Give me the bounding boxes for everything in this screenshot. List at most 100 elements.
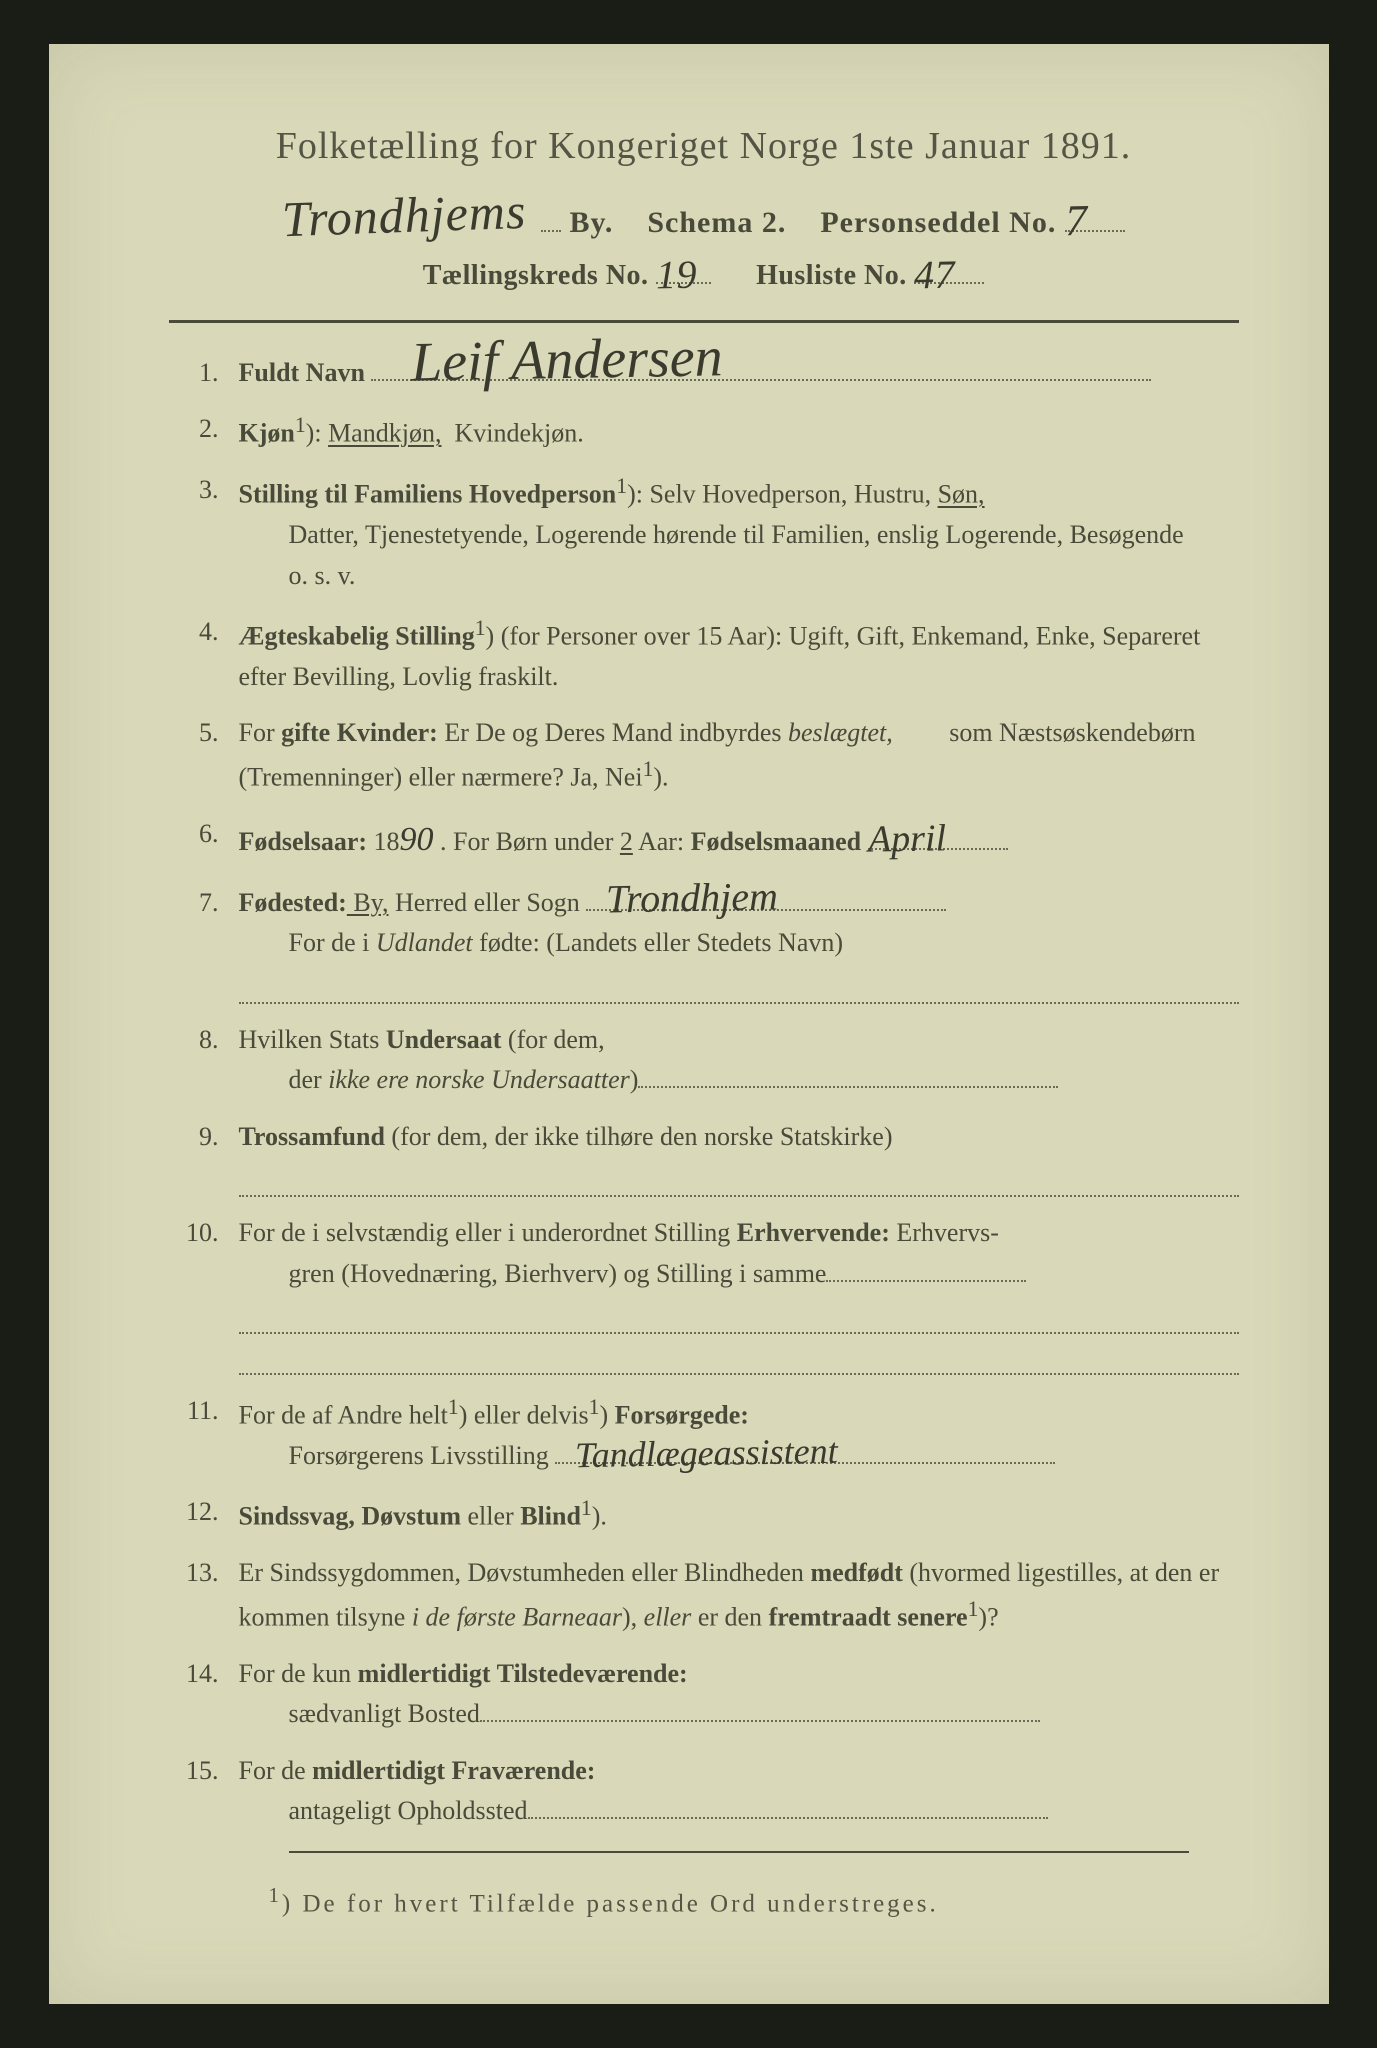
header-line-3: Tællingskreds No. 19 Husliste No. 47: [169, 260, 1239, 292]
item-14-num: 14.: [169, 1654, 239, 1735]
fodselsmaaned: Fødselsmaaned: [691, 827, 861, 856]
i7-line2: For de i Udlandet fødte: (Landets eller …: [239, 923, 1239, 963]
i13-l1a: Er Sindssygdommen, Døvstumheden eller Bl…: [239, 1558, 811, 1587]
i12-end: ).: [592, 1502, 607, 1531]
item3-after: ): Selv Hovedperson, Hustru,: [627, 480, 938, 509]
item-4-num: 4.: [169, 612, 239, 697]
personseddel-label: Personseddel No.: [820, 206, 1056, 239]
sup-3: 1: [616, 474, 627, 498]
item-6: 6. Fødselsaar: 1890 . For Børn under 2 A…: [169, 814, 1239, 867]
month-hand: April: [867, 809, 946, 869]
kreds-no-field: 19: [656, 260, 711, 292]
item-13-body: Er Sindssygdommen, Døvstumheden eller Bl…: [239, 1553, 1239, 1638]
item-8-body: Hvilken Stats Undersaat (for dem, der ik…: [239, 1020, 1239, 1101]
item-11-num: 11.: [169, 1391, 239, 1476]
item-10-num: 10.: [169, 1213, 239, 1374]
fuldt-navn-label: Fuldt Navn: [239, 358, 365, 387]
place-hand: Trondhjem: [606, 866, 779, 931]
item-5-num: 5.: [169, 713, 239, 798]
i14-line2: sædvanligt Bosted: [239, 1694, 1239, 1734]
i8-l1b: (for dem,: [501, 1025, 604, 1054]
item-12-num: 12.: [169, 1492, 239, 1537]
item-14-body: For de kun midlertidigt Tilstedeværende:…: [239, 1654, 1239, 1735]
main-title: Folketælling for Kongeriget Norge 1ste J…: [169, 124, 1239, 168]
item-8-num: 8.: [169, 1020, 239, 1101]
footer-rule: [289, 1851, 1189, 1853]
i7-blank: [239, 968, 1239, 1004]
husliste-no-hand: 47: [914, 251, 956, 299]
item-3: 3. Stilling til Familiens Hovedperson1):…: [169, 470, 1239, 596]
name-field: Leif Andersen: [371, 353, 1151, 393]
item-2-body: Kjøn1): Mandkjøn, Kvindekjøn.: [239, 409, 1239, 454]
i13-end: )?: [978, 1603, 998, 1632]
eller: eller: [644, 1603, 692, 1632]
i12-rest: eller: [461, 1502, 520, 1531]
i9-blank: [239, 1161, 1239, 1197]
sup-4: 1: [475, 616, 486, 640]
sindssvag: Sindssvag, Døvstum: [239, 1502, 462, 1531]
fodselsaar-label: Fødselsaar:: [239, 827, 368, 856]
item-8: 8. Hvilken Stats Undersaat (for dem, der…: [169, 1020, 1239, 1101]
item-7-body: Fødested: By, Herred eller Sogn Trondhje…: [239, 883, 1239, 1004]
i9-rest: (for dem, der ikke tilhøre den norske St…: [385, 1122, 893, 1151]
name-hand: Leif Andersen: [411, 314, 724, 406]
i15-lead: For de: [239, 1756, 313, 1785]
i6-aar: Aar:: [633, 827, 691, 856]
son-underlined: Søn,: [938, 480, 985, 509]
i11-after: ): [600, 1400, 615, 1429]
husliste-no-field: 47: [914, 260, 984, 292]
stilling-label: Stilling til Familiens Hovedperson: [239, 480, 617, 509]
livsstilling-hand: Tandlægeassistent: [575, 1424, 839, 1484]
item-1: 1. Fuldt Navn Leif Andersen: [169, 353, 1239, 393]
fravaerende: midlertidigt Fraværende:: [312, 1756, 595, 1785]
footnote-text: ) De for hvert Tilfælde passende Ord und…: [282, 1891, 939, 1918]
sup-1: 1: [295, 413, 306, 437]
item-13: 13. Er Sindssygdommen, Døvstumheden elle…: [169, 1553, 1239, 1638]
i13-l1c: ),: [622, 1603, 644, 1632]
item-9-body: Trossamfund (for dem, der ikke tilhøre d…: [239, 1117, 1239, 1198]
i10-l1a: For de i selvstændig eller i underordnet…: [239, 1218, 737, 1247]
i5-rest: Er De og Deres Mand indbyrdes: [438, 718, 788, 747]
item3-line2: Datter, Tjenestetyende, Logerende hørend…: [239, 515, 1239, 555]
item-15: 15. For de midlertidigt Fraværende: anta…: [169, 1751, 1239, 1832]
gifte-kvinder: gifte Kvinder:: [281, 718, 438, 747]
form-header: Folketælling for Kongeriget Norge 1ste J…: [169, 124, 1239, 292]
item-4-body: Ægteskabelig Stilling1) (for Personer ov…: [239, 612, 1239, 697]
sup-11b: 1: [589, 1395, 600, 1419]
erhvervende: Erhvervende:: [737, 1218, 890, 1247]
item-2-num: 2.: [169, 409, 239, 454]
fodested-label: Fødested:: [239, 888, 347, 917]
i8-l1a: Hvilken Stats: [239, 1025, 386, 1054]
i5-end: ).: [653, 763, 668, 792]
month-field: April: [868, 822, 1008, 862]
by-underlined: By,: [347, 888, 389, 917]
i10-l1b: Erhvervs-: [890, 1218, 999, 1247]
person-no-hand: 7: [1064, 195, 1088, 246]
footnote-sup: 1: [269, 1883, 282, 1907]
census-form-page: Folketælling for Kongeriget Norge 1ste J…: [49, 44, 1329, 2004]
city-handwritten: Trondhjems: [281, 182, 527, 248]
item-9-num: 9.: [169, 1117, 239, 1198]
i11-l1a: For de af Andre helt: [239, 1400, 448, 1429]
i10-blank1: [239, 1298, 1239, 1334]
schema-label: Schema 2.: [647, 206, 786, 239]
kreds-label: Tællingskreds No.: [423, 260, 649, 291]
mandkjon-underlined: Mandkjøn,: [328, 419, 441, 448]
kjon-colon: ):: [306, 419, 328, 448]
i11-mid: ) eller delvis: [459, 1400, 589, 1429]
sup-11a: 1: [448, 1395, 459, 1419]
i10-blank2: [239, 1338, 1239, 1374]
item-1-body: Fuldt Navn Leif Andersen: [239, 353, 1239, 393]
place-field: Trondhjem: [586, 883, 946, 923]
trossamfund: Trossamfund: [239, 1122, 385, 1151]
year-18: 18: [367, 827, 400, 856]
item-6-num: 6.: [169, 814, 239, 867]
i7-rest: Herred eller Sogn: [388, 888, 579, 917]
tilstedevaerende: midlertidigt Tilstedeværende:: [358, 1659, 688, 1688]
item-10: 10. For de i selvstændig eller i underor…: [169, 1213, 1239, 1374]
item-10-body: For de i selvstændig eller i underordnet…: [239, 1213, 1239, 1374]
i14-lead: For de kun: [239, 1659, 358, 1688]
sup-5: 1: [643, 757, 654, 781]
by-label: By.: [569, 206, 613, 239]
item-13-num: 13.: [169, 1553, 239, 1638]
